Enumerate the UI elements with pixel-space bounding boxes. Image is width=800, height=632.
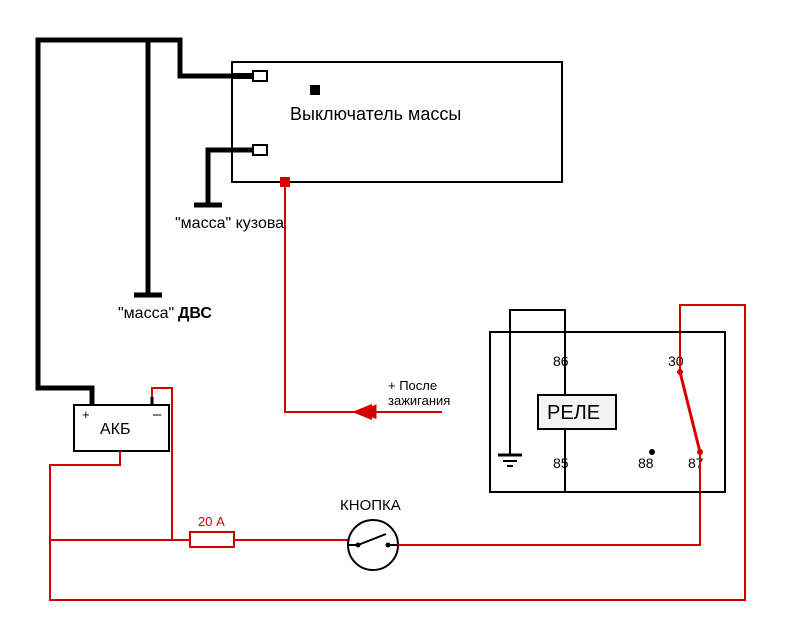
button-switch-arm [358,534,386,545]
switch-top-terminal [253,71,267,81]
mass-switch-label: Выключатель массы [290,104,461,124]
wire-red-button-to-relay87 [398,492,700,545]
pin-85: 85 [553,455,569,471]
switch-top-dot [310,85,320,95]
ignition-arrow [352,404,372,420]
wire-switch-to-body-ground [208,150,232,205]
switch-mid-terminal [253,145,267,155]
mass-body-label: "масса" кузова [175,215,284,232]
button-label: КНОПКА [340,497,401,514]
battery-minus: – [153,406,162,423]
relay-label: РЕЛЕ [547,402,600,424]
wiring-diagram: Выключатель массы "масса" кузова "масса"… [0,0,800,632]
fuse-box [190,532,234,547]
relay-node-88 [649,449,655,455]
switch-bottom-red-terminal [280,177,290,187]
mass-engine-label-b: ДВС [178,305,212,322]
fuse-label: 20 А [198,514,225,529]
battery-label: АКБ [100,421,131,438]
after-ignition-label-b: зажигания [388,393,450,408]
wire-red-switch-to-ignition-arrow [285,187,376,412]
pin-88: 88 [638,455,654,471]
relay-switch-arm [680,372,700,452]
pin-87: 87 [688,455,704,471]
pin-30: 30 [668,353,684,369]
mass-engine-label-a: "масса" [118,305,174,322]
pin-86: 86 [553,353,569,369]
wire-red-long-bottom-to-relay30 [50,305,745,600]
battery-plus: + [82,407,90,422]
after-ignition-label-a: + После [388,378,437,393]
